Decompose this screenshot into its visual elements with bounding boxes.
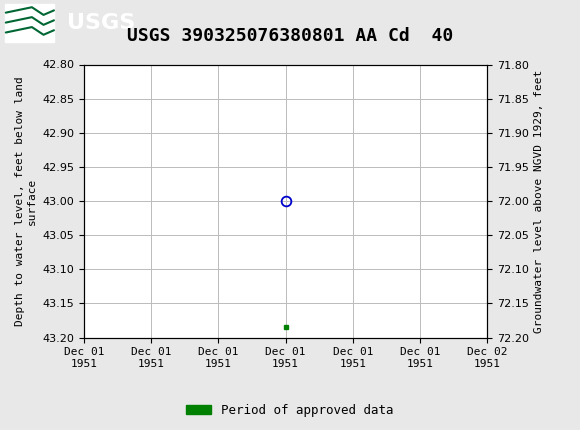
Legend: Period of approved data: Period of approved data <box>181 399 399 421</box>
FancyBboxPatch shape <box>5 3 54 42</box>
Y-axis label: Groundwater level above NGVD 1929, feet: Groundwater level above NGVD 1929, feet <box>535 69 545 333</box>
Y-axis label: Depth to water level, feet below land
surface: Depth to water level, feet below land su… <box>15 76 37 326</box>
Text: USGS 390325076380801 AA Cd  40: USGS 390325076380801 AA Cd 40 <box>127 27 453 45</box>
Text: USGS: USGS <box>67 12 135 33</box>
